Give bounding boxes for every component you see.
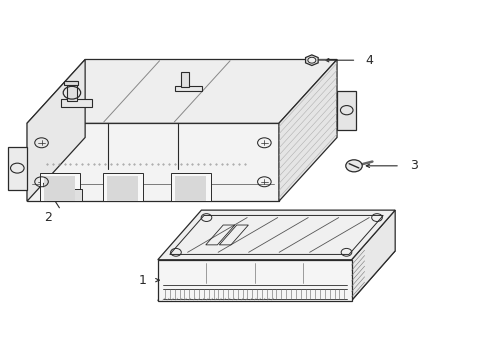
Text: 2: 2 — [44, 211, 52, 224]
Polygon shape — [40, 173, 80, 201]
Text: 1: 1 — [138, 274, 146, 287]
Polygon shape — [175, 86, 202, 91]
Polygon shape — [306, 55, 318, 66]
Polygon shape — [171, 173, 211, 201]
Polygon shape — [47, 189, 82, 201]
Polygon shape — [279, 59, 337, 201]
Polygon shape — [45, 176, 75, 201]
Polygon shape — [181, 72, 189, 86]
Polygon shape — [8, 147, 27, 190]
Polygon shape — [352, 210, 395, 301]
Polygon shape — [27, 59, 85, 201]
Polygon shape — [102, 173, 143, 201]
Polygon shape — [158, 251, 395, 301]
Text: 3: 3 — [410, 159, 417, 172]
Polygon shape — [27, 123, 279, 201]
Polygon shape — [64, 81, 78, 85]
Polygon shape — [27, 59, 337, 123]
Polygon shape — [107, 176, 138, 201]
Text: 4: 4 — [365, 54, 373, 67]
Circle shape — [308, 57, 316, 63]
Polygon shape — [67, 81, 76, 101]
Polygon shape — [158, 260, 352, 301]
Circle shape — [346, 160, 362, 172]
Polygon shape — [337, 91, 356, 130]
Polygon shape — [175, 176, 206, 201]
Polygon shape — [170, 215, 383, 255]
Polygon shape — [158, 210, 395, 260]
Polygon shape — [61, 99, 93, 107]
